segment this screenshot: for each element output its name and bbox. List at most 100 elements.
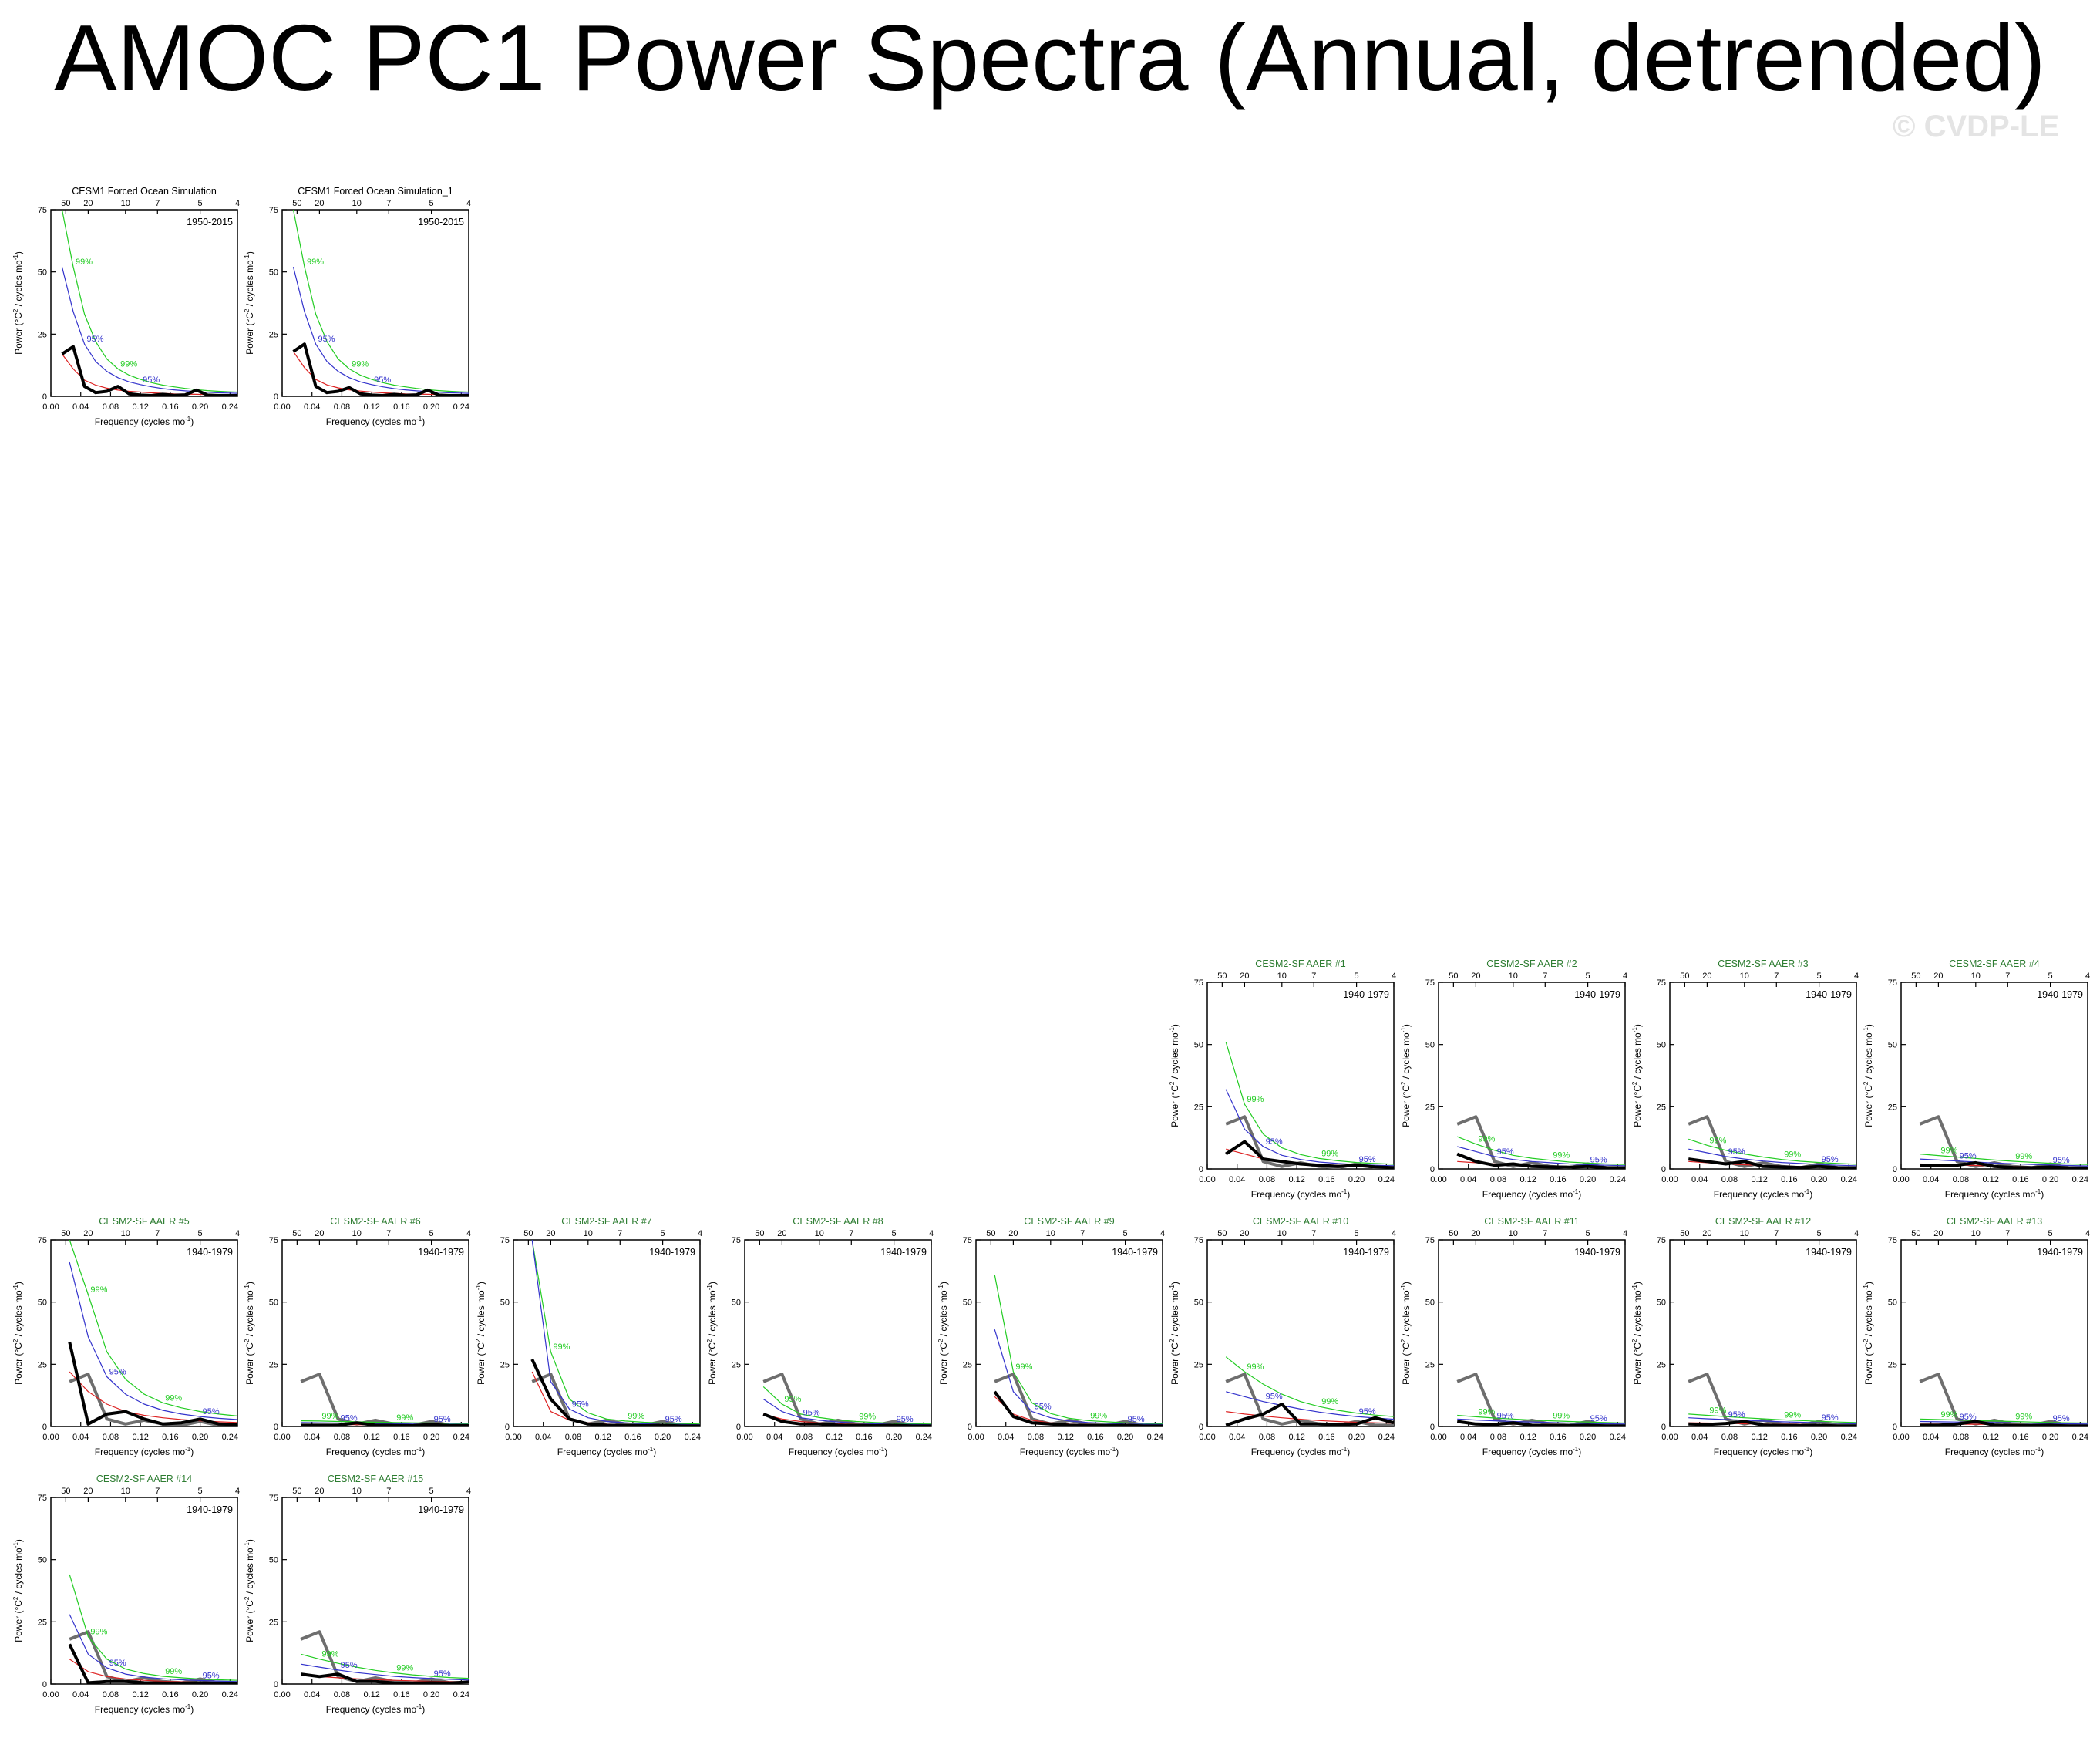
ci95-label: 95% <box>665 1415 682 1424</box>
x-axis-label: Frequency (cycles mo-1) <box>1251 1188 1351 1200</box>
y-tick-label: 50 <box>1657 1298 1666 1308</box>
x-tick-label: 0.04 <box>1923 1433 1939 1442</box>
period-tick-label: 50 <box>1911 972 1920 981</box>
ci95-label: 95% <box>1960 1413 1977 1422</box>
period-tick-label: 7 <box>386 1229 391 1238</box>
y-tick-label: 0 <box>968 1423 972 1432</box>
ci99-label: 99% <box>1478 1135 1495 1144</box>
panel-title: CESM2-SF AAER #12 <box>1715 1216 1811 1227</box>
period-tick-label: 4 <box>698 1229 702 1238</box>
x-tick-label: 0.20 <box>1580 1433 1596 1442</box>
y-tick-label: 25 <box>963 1360 972 1369</box>
ci95-label: 95% <box>1266 1137 1283 1147</box>
y-tick-label: 25 <box>1425 1103 1435 1112</box>
ci95-label: 95% <box>1497 1147 1514 1157</box>
x-tick-label: 0.00 <box>736 1433 752 1442</box>
period-tick-label: 10 <box>121 199 130 208</box>
period-tick-label: 10 <box>815 1229 824 1238</box>
ci95-label: 95% <box>1035 1403 1052 1412</box>
period-tick-label: 50 <box>61 1487 70 1496</box>
period-tick-label: 5 <box>1586 1229 1590 1238</box>
y-tick-label: 0 <box>42 1680 47 1689</box>
ci95-line <box>1688 1417 1856 1425</box>
y-tick-label: 0 <box>1661 1165 1666 1174</box>
x-axis-label: Frequency (cycles mo-1) <box>1945 1446 2044 1457</box>
period-tick-label: 4 <box>1623 972 1627 981</box>
period-tick-label: 5 <box>892 1229 897 1238</box>
y-axis-label: Power (°C2 / cycles mo-1) <box>244 1282 255 1385</box>
y-tick-label: 0 <box>1199 1423 1203 1432</box>
ci99-line <box>1225 1042 1394 1165</box>
y-tick-label: 0 <box>736 1423 741 1432</box>
period-tick-label: 20 <box>83 1229 93 1238</box>
plot-frame <box>1900 1239 2088 1427</box>
ci95-label: 95% <box>143 376 160 385</box>
x-tick-label: 0.24 <box>916 1433 932 1442</box>
x-tick-label: 0.16 <box>2012 1175 2028 1184</box>
period-tick-label: 7 <box>618 1229 622 1238</box>
period-tick-label: 4 <box>1854 972 1859 981</box>
panel-title: CESM1 Forced Ocean Simulation <box>72 186 217 197</box>
figure-title: AMOC PC1 Power Spectra (Annual, detrende… <box>54 5 2046 110</box>
ci95-label: 95% <box>341 1413 358 1423</box>
x-tick-label: 0.12 <box>1288 1433 1304 1442</box>
y-tick-label: 75 <box>269 1236 278 1245</box>
x-tick-label: 0.00 <box>1199 1175 1215 1184</box>
x-tick-label: 0.16 <box>2012 1433 2028 1442</box>
x-tick-label: 0.00 <box>1893 1433 1909 1442</box>
ci99-label: 99% <box>1247 1095 1264 1104</box>
y-tick-label: 75 <box>1888 1236 1897 1245</box>
x-tick-label: 0.12 <box>132 1690 148 1699</box>
y-tick-label: 50 <box>269 1298 278 1308</box>
ci95-label: 95% <box>1266 1393 1283 1402</box>
period-tick-label: 50 <box>1449 972 1458 981</box>
period-tick-label: 5 <box>661 1229 665 1238</box>
x-tick-label: 0.00 <box>274 1433 290 1442</box>
y-tick-label: 0 <box>1199 1165 1203 1174</box>
period-tick-label: 10 <box>352 1487 362 1496</box>
plot-frame <box>1669 1239 1857 1427</box>
y-tick-label: 75 <box>1194 1236 1203 1245</box>
ci99-label: 99% <box>1553 1151 1570 1160</box>
x-tick-label: 0.04 <box>1691 1175 1708 1184</box>
ci99-label: 99% <box>628 1412 644 1421</box>
y-tick-label: 50 <box>1194 1041 1203 1050</box>
period-tick-label: 7 <box>1543 972 1547 981</box>
x-tick-label: 0.08 <box>1490 1433 1506 1442</box>
period-tick-label: 20 <box>83 199 93 208</box>
x-tick-label: 0.20 <box>192 403 208 412</box>
x-axis-label: Frequency (cycles mo-1) <box>95 1446 194 1457</box>
ci95-label: 95% <box>1590 1414 1607 1423</box>
ci95-label: 95% <box>803 1409 820 1418</box>
x-axis-label: Frequency (cycles mo-1) <box>95 416 194 427</box>
x-axis-label: Frequency (cycles mo-1) <box>326 416 426 427</box>
x-tick-label: 0.12 <box>1288 1175 1304 1184</box>
x-tick-label: 0.00 <box>1430 1175 1446 1184</box>
period-tick-label: 7 <box>386 199 391 208</box>
x-tick-label: 0.16 <box>162 1690 178 1699</box>
x-tick-label: 0.20 <box>423 403 439 412</box>
plot-frame <box>1900 982 2088 1170</box>
period-label: 1940-1979 <box>418 1247 464 1258</box>
period-tick-label: 4 <box>466 1229 471 1238</box>
x-tick-label: 0.20 <box>192 1433 208 1442</box>
period-tick-label: 4 <box>1623 1229 1627 1238</box>
spectrum-line <box>530 1359 700 1426</box>
ci99-label: 99% <box>165 1393 182 1403</box>
ci95-line <box>292 267 469 394</box>
spectrum-line <box>292 342 469 396</box>
y-tick-label: 50 <box>1425 1041 1435 1050</box>
y-axis-label: Power (°C2 / cycles mo-1) <box>475 1282 486 1385</box>
ci95-label: 95% <box>1728 1410 1745 1420</box>
panel-title: CESM2-SF AAER #15 <box>328 1474 423 1484</box>
y-axis-label: Power (°C2 / cycles mo-1) <box>244 251 255 355</box>
ci99-line <box>1920 1154 2088 1165</box>
panel-title: CESM2-SF AAER #8 <box>793 1216 883 1227</box>
ci95-line <box>1688 1148 1856 1167</box>
spectrum-line <box>1920 1160 2088 1169</box>
plot-frame <box>513 1239 701 1427</box>
period-tick-label: 20 <box>1240 1229 1249 1238</box>
y-axis-label: Power (°C2 / cycles mo-1) <box>12 251 24 355</box>
ci95-line <box>61 267 237 394</box>
